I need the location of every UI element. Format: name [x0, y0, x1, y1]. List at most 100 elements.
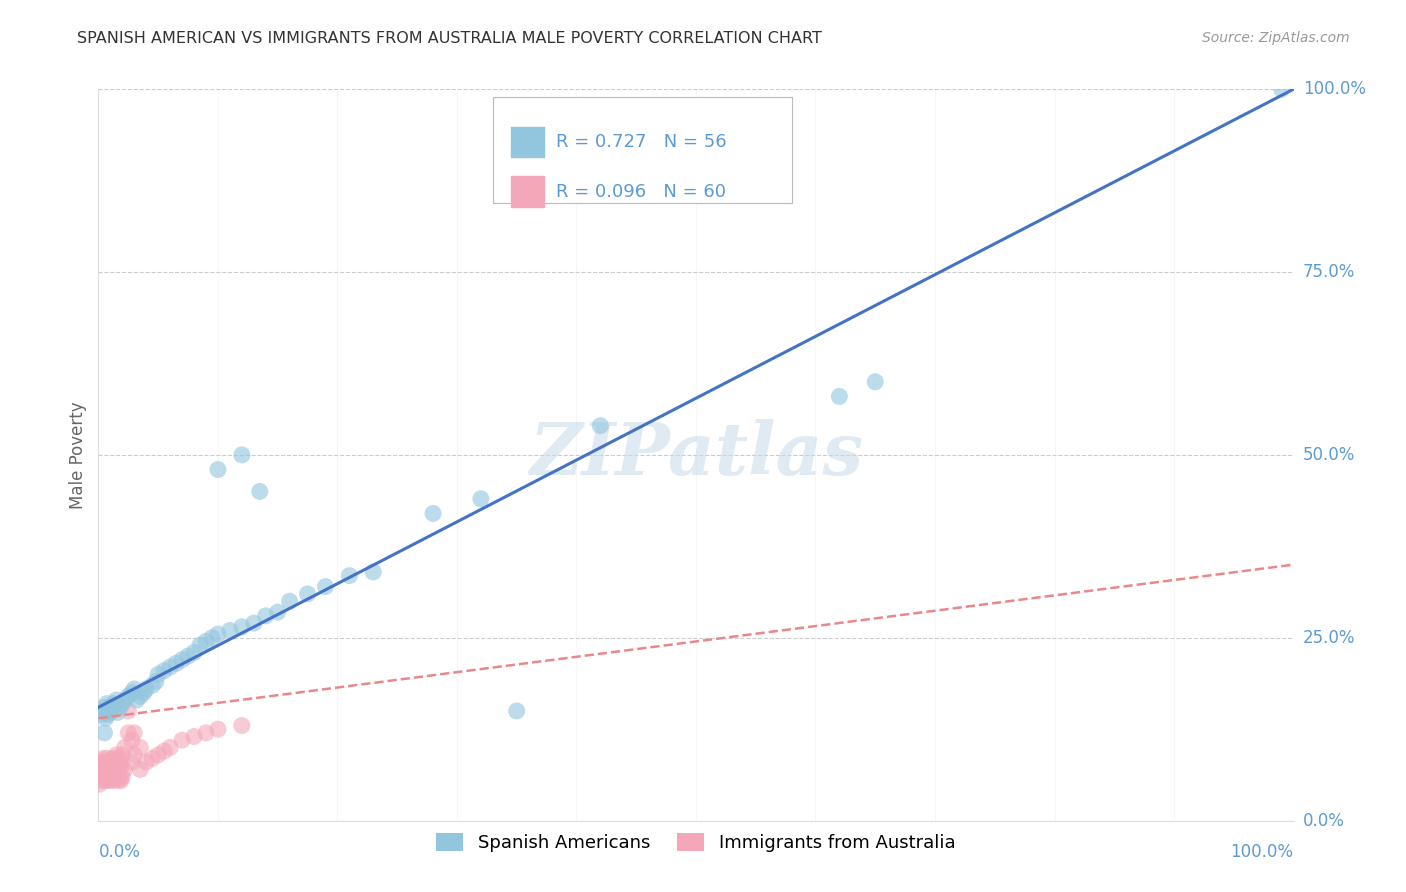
Point: [104, 770, 127, 784]
Text: R = 0.096   N = 60: R = 0.096 N = 60: [557, 183, 725, 201]
Bar: [510, 127, 544, 158]
Point: [97, 773, 120, 788]
Point: [94, 755, 117, 769]
Point: [98, 755, 121, 769]
Point: [121, 733, 143, 747]
Point: [98, 758, 122, 772]
Point: [93, 758, 115, 772]
Point: [91, 707, 114, 722]
Point: [195, 726, 218, 740]
Point: [278, 594, 301, 608]
Text: 50.0%: 50.0%: [1303, 446, 1355, 464]
Point: [183, 730, 205, 744]
Point: [91, 751, 114, 765]
Point: [297, 587, 319, 601]
Point: [111, 770, 134, 784]
Point: [135, 755, 157, 769]
Point: [107, 758, 129, 772]
Point: [91, 758, 114, 772]
Point: [97, 707, 120, 722]
Point: [195, 634, 218, 648]
Point: [159, 740, 181, 755]
Point: [94, 711, 117, 725]
Point: [93, 700, 115, 714]
Point: [172, 653, 194, 667]
Point: [865, 375, 887, 389]
Point: [114, 693, 136, 707]
Point: [141, 751, 163, 765]
Text: 0.0%: 0.0%: [1303, 812, 1346, 830]
Point: [96, 751, 118, 765]
Point: [267, 605, 290, 619]
Point: [231, 718, 253, 732]
Point: [98, 700, 121, 714]
Point: [107, 706, 129, 720]
Point: [243, 616, 266, 631]
Point: [110, 758, 132, 772]
Point: [207, 462, 229, 476]
Point: [124, 726, 146, 740]
Point: [91, 766, 114, 780]
Point: [506, 704, 529, 718]
Point: [129, 690, 152, 704]
Text: 25.0%: 25.0%: [1303, 629, 1355, 647]
Point: [125, 693, 148, 707]
Point: [132, 686, 155, 700]
Point: [91, 773, 114, 788]
Point: [101, 766, 124, 780]
Point: [103, 758, 125, 772]
Text: Source: ZipAtlas.com: Source: ZipAtlas.com: [1202, 31, 1350, 45]
Point: [129, 763, 152, 777]
Point: [96, 766, 118, 780]
Point: [111, 747, 134, 762]
Point: [129, 740, 152, 755]
Point: [124, 681, 146, 696]
Point: [148, 747, 170, 762]
Point: [207, 723, 229, 737]
FancyBboxPatch shape: [494, 96, 792, 202]
Point: [153, 744, 176, 758]
Point: [470, 491, 492, 506]
Point: [97, 758, 120, 772]
Point: [108, 755, 131, 769]
Point: [117, 690, 139, 704]
Point: [153, 664, 176, 678]
Point: [89, 763, 111, 777]
Point: [231, 448, 253, 462]
Text: SPANISH AMERICAN VS IMMIGRANTS FROM AUSTRALIA MALE POVERTY CORRELATION CHART: SPANISH AMERICAN VS IMMIGRANTS FROM AUST…: [77, 31, 823, 46]
Point: [105, 747, 128, 762]
Point: [96, 697, 118, 711]
Point: [145, 674, 167, 689]
Point: [104, 755, 127, 769]
Point: [98, 773, 122, 788]
Point: [249, 484, 271, 499]
Point: [105, 770, 128, 784]
Point: [589, 418, 612, 433]
Point: [207, 627, 229, 641]
Point: [107, 766, 129, 780]
Point: [98, 706, 122, 720]
Point: [93, 773, 115, 788]
Point: [100, 770, 122, 784]
Point: [1271, 82, 1294, 96]
Point: [105, 693, 128, 707]
Point: [177, 649, 200, 664]
Point: [91, 704, 114, 718]
Point: [117, 726, 139, 740]
Legend: Spanish Americans, Immigrants from Australia: Spanish Americans, Immigrants from Austr…: [429, 825, 963, 859]
Y-axis label: Male Poverty: Male Poverty: [69, 401, 87, 508]
Point: [231, 620, 253, 634]
Point: [172, 733, 194, 747]
Point: [254, 608, 277, 623]
Point: [93, 726, 115, 740]
Point: [108, 770, 131, 784]
Point: [828, 389, 851, 403]
Text: 75.0%: 75.0%: [1303, 263, 1355, 281]
Point: [124, 747, 146, 762]
Point: [108, 700, 131, 714]
Point: [201, 631, 224, 645]
Text: 100.0%: 100.0%: [1303, 80, 1367, 98]
Point: [90, 755, 112, 769]
Text: R = 0.727   N = 56: R = 0.727 N = 56: [557, 133, 727, 151]
Point: [165, 657, 187, 671]
